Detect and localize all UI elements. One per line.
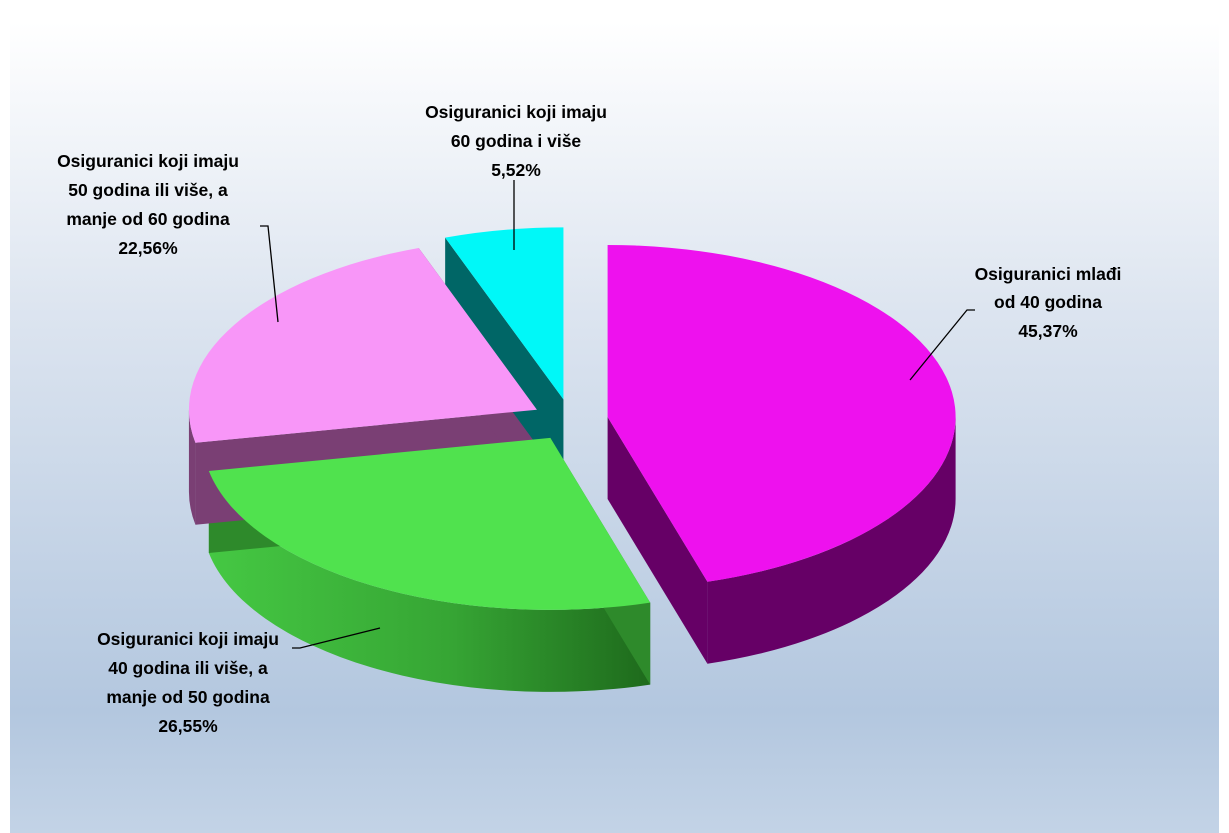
slice-top-3 xyxy=(445,227,564,400)
slice-label-2-line-2: manje od 60 godina xyxy=(66,209,230,229)
slice-value-2: 22,56% xyxy=(118,238,178,258)
slice-top-0 xyxy=(607,244,956,582)
slice-side-2-0 xyxy=(188,409,196,525)
leader-lines xyxy=(260,180,975,649)
leader-line-1 xyxy=(292,627,381,649)
slice-label-0-line-0: Osiguranici mlađi xyxy=(975,264,1122,284)
slice-cut-3-0 xyxy=(445,237,564,482)
slice-label-3-line-1: 60 godina i više xyxy=(451,131,582,151)
slice-side-0-0 xyxy=(707,416,956,664)
leader-line-2 xyxy=(260,225,279,323)
slice-label-3-line-0: Osiguranici koji imaju xyxy=(425,102,607,122)
leader-line-0 xyxy=(909,309,975,381)
slice-side-1-0 xyxy=(208,470,651,692)
slice-value-0: 45,37% xyxy=(1018,321,1078,341)
slice-value-1: 26,55% xyxy=(158,716,218,736)
slice-label-2-line-1: 50 godina ili više, a xyxy=(68,180,228,200)
slice-top-1 xyxy=(208,437,651,610)
slice-label-2-line-0: Osiguranici koji imaju xyxy=(57,151,239,171)
slice-label-1-line-2: manje od 50 godina xyxy=(106,687,270,707)
slice-label-0-line-1: od 40 godina xyxy=(994,292,1102,312)
slice-cut-0-1 xyxy=(607,416,708,664)
slice-label-1-line-1: 40 godina ili više, a xyxy=(108,658,268,678)
slice-label-1-line-0: Osiguranici koji imaju xyxy=(97,629,279,649)
slice-value-3: 5,52% xyxy=(491,160,541,180)
